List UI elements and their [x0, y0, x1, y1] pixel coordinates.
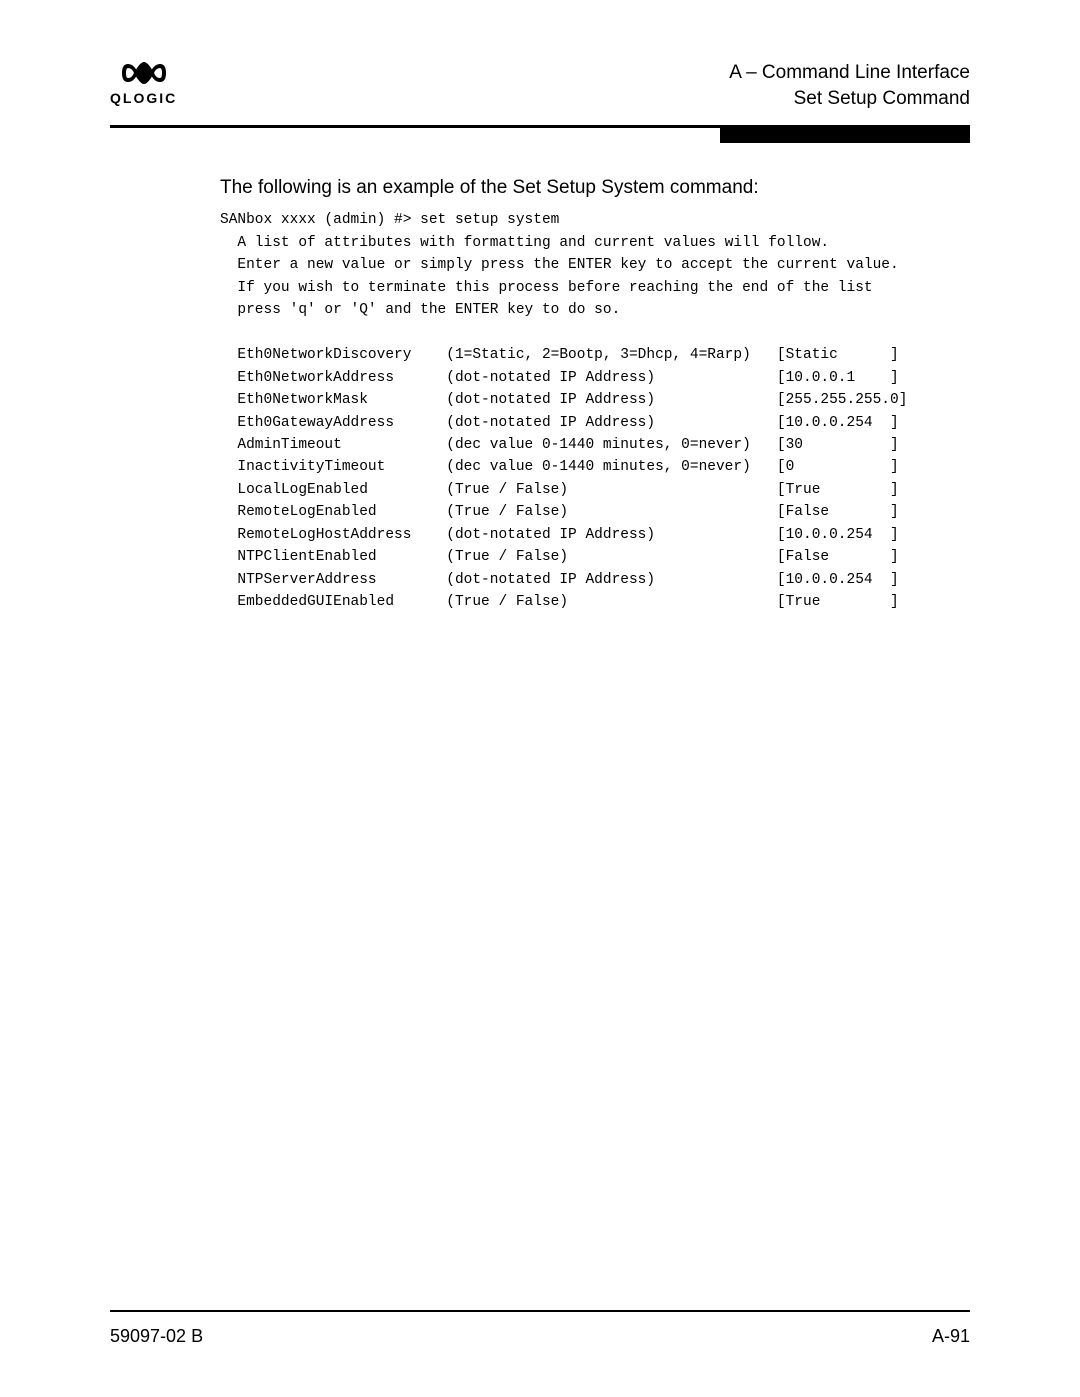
header-accent-block	[720, 128, 970, 143]
page-footer: 59097-02 B A-91	[110, 1310, 970, 1347]
header-title-line2: Set Setup Command	[729, 86, 970, 112]
intro-text: The following is an example of the Set S…	[220, 177, 970, 199]
terminal-output: SANbox xxxx (admin) #> set setup system …	[220, 209, 970, 613]
footer-page-number: A-91	[932, 1326, 970, 1347]
header-title-line1: A – Command Line Interface	[729, 60, 970, 86]
logo-icon	[120, 60, 168, 92]
content-area: The following is an example of the Set S…	[110, 131, 970, 1310]
page: QLOGIC A – Command Line Interface Set Se…	[0, 0, 1080, 1397]
header-title: A – Command Line Interface Set Setup Com…	[729, 60, 970, 111]
page-header: QLOGIC A – Command Line Interface Set Se…	[110, 60, 970, 128]
logo: QLOGIC	[110, 60, 177, 106]
footer-doc-id: 59097-02 B	[110, 1326, 203, 1347]
logo-text: QLOGIC	[110, 90, 177, 106]
